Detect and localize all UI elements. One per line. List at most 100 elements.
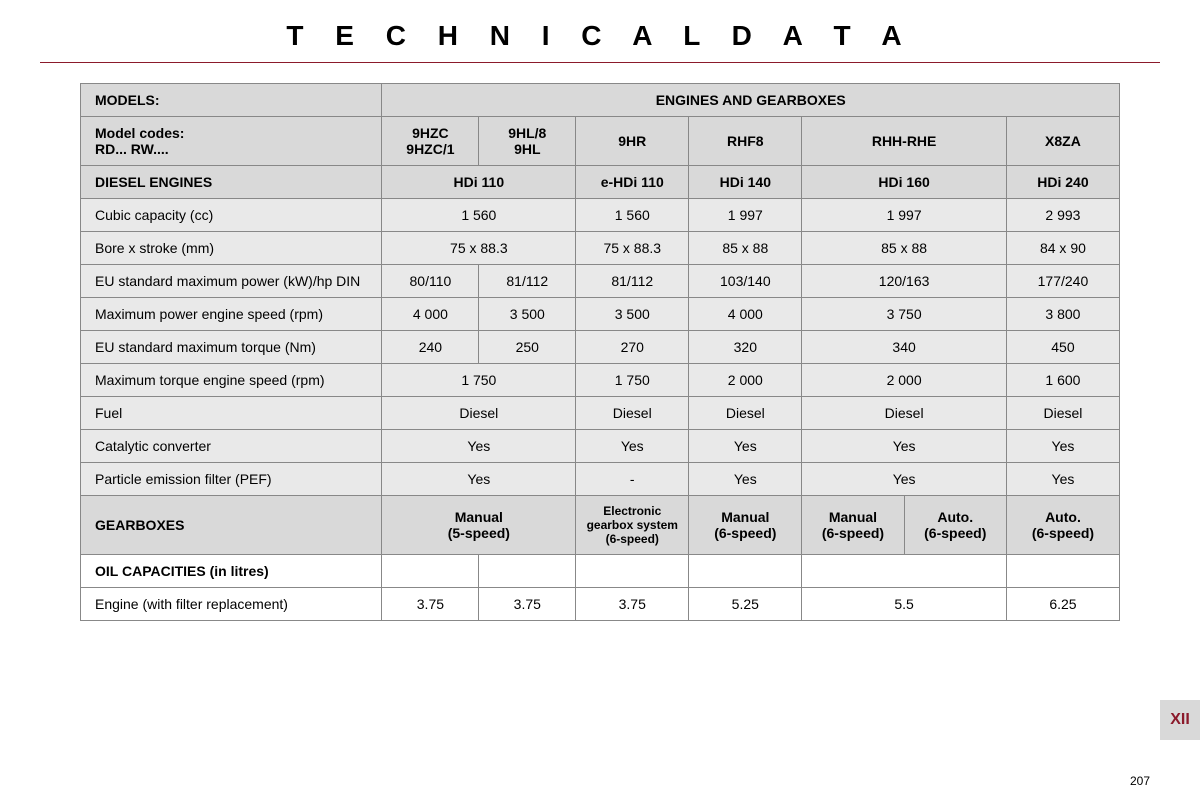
spec-label: Cubic capacity (cc) xyxy=(81,199,382,232)
spec-value: Yes xyxy=(802,463,1007,496)
models-label: MODELS: xyxy=(81,84,382,117)
table-row: GEARBOXES Manual (5-speed) Electronic ge… xyxy=(81,496,1120,555)
spec-value: 1 600 xyxy=(1006,364,1119,397)
spec-value: 1 750 xyxy=(576,364,689,397)
oil-value: 5.25 xyxy=(689,588,802,621)
spec-value: 84 x 90 xyxy=(1006,232,1119,265)
oil-row-label: Engine (with filter replacement) xyxy=(81,588,382,621)
spec-value: Yes xyxy=(576,430,689,463)
oil-value: 6.25 xyxy=(1006,588,1119,621)
oil-capacities-label: OIL CAPACITIES (in litres) xyxy=(81,555,382,588)
spec-value: 4 000 xyxy=(689,298,802,331)
engine-name: HDi 240 xyxy=(1006,166,1119,199)
spec-label: EU standard maximum torque (Nm) xyxy=(81,331,382,364)
table-row: Model codes: RD... RW.... 9HZC 9HZC/1 9H… xyxy=(81,117,1120,166)
spec-value: 3 500 xyxy=(576,298,689,331)
technical-data-table: MODELS: ENGINES AND GEARBOXES Model code… xyxy=(80,83,1120,621)
code-cell: RHH-RHE xyxy=(802,117,1007,166)
empty-cell xyxy=(689,555,802,588)
table-row: Particle emission filter (PEF) Yes - Yes… xyxy=(81,463,1120,496)
title-rule xyxy=(40,62,1160,63)
gearboxes-label: GEARBOXES xyxy=(81,496,382,555)
gearbox-value: Manual (5-speed) xyxy=(382,496,576,555)
engine-name: HDi 160 xyxy=(802,166,1007,199)
oil-value: 5.5 xyxy=(802,588,1007,621)
spec-value: 85 x 88 xyxy=(802,232,1007,265)
oil-value: 3.75 xyxy=(382,588,479,621)
spec-value: 1 560 xyxy=(382,199,576,232)
spec-value: 85 x 88 xyxy=(689,232,802,265)
table-row: Fuel Diesel Diesel Diesel Diesel Diesel xyxy=(81,397,1120,430)
table-row: Maximum torque engine speed (rpm) 1 750 … xyxy=(81,364,1120,397)
gearbox-value: Auto. (6-speed) xyxy=(1006,496,1119,555)
gearbox-value: Auto. (6-speed) xyxy=(904,496,1006,555)
empty-cell xyxy=(382,555,479,588)
spec-value: 270 xyxy=(576,331,689,364)
spec-label: EU standard maximum power (kW)/hp DIN xyxy=(81,265,382,298)
engine-name: HDi 140 xyxy=(689,166,802,199)
spec-value: 75 x 88.3 xyxy=(576,232,689,265)
table-row: Catalytic converter Yes Yes Yes Yes Yes xyxy=(81,430,1120,463)
spec-value: 1 997 xyxy=(689,199,802,232)
spec-value: Yes xyxy=(689,430,802,463)
spec-value: 240 xyxy=(382,331,479,364)
code-cell: 9HZC 9HZC/1 xyxy=(382,117,479,166)
spec-value: 340 xyxy=(802,331,1007,364)
spec-value: Yes xyxy=(382,463,576,496)
oil-value: 3.75 xyxy=(479,588,576,621)
spec-value: 120/163 xyxy=(802,265,1007,298)
engine-name: HDi 110 xyxy=(382,166,576,199)
spec-value: 250 xyxy=(479,331,576,364)
spec-value: 81/112 xyxy=(479,265,576,298)
table-row: OIL CAPACITIES (in litres) xyxy=(81,555,1120,588)
spec-value: Yes xyxy=(382,430,576,463)
spec-value: 450 xyxy=(1006,331,1119,364)
spec-value: Diesel xyxy=(689,397,802,430)
spec-label: Fuel xyxy=(81,397,382,430)
table-container: MODELS: ENGINES AND GEARBOXES Model code… xyxy=(80,83,1120,621)
table-row: Bore x stroke (mm) 75 x 88.3 75 x 88.3 8… xyxy=(81,232,1120,265)
gearbox-value: Electronic gearbox system (6-speed) xyxy=(576,496,689,555)
spec-label: Catalytic converter xyxy=(81,430,382,463)
spec-value: 1 560 xyxy=(576,199,689,232)
spec-value: Yes xyxy=(802,430,1007,463)
spec-value: 75 x 88.3 xyxy=(382,232,576,265)
spec-value: 81/112 xyxy=(576,265,689,298)
table-row: MODELS: ENGINES AND GEARBOXES xyxy=(81,84,1120,117)
table-row: Engine (with filter replacement) 3.75 3.… xyxy=(81,588,1120,621)
page-title: T E C H N I C A L D A T A xyxy=(0,0,1200,62)
spec-value: 2 993 xyxy=(1006,199,1119,232)
code-cell: RHF8 xyxy=(689,117,802,166)
table-row: Cubic capacity (cc) 1 560 1 560 1 997 1 … xyxy=(81,199,1120,232)
code-cell: 9HL/8 9HL xyxy=(479,117,576,166)
empty-cell xyxy=(479,555,576,588)
spec-label: Particle emission filter (PEF) xyxy=(81,463,382,496)
engine-name: e-HDi 110 xyxy=(576,166,689,199)
spec-value: 1 750 xyxy=(382,364,576,397)
spec-value: 80/110 xyxy=(382,265,479,298)
code-cell: X8ZA xyxy=(1006,117,1119,166)
spec-value: 177/240 xyxy=(1006,265,1119,298)
gearbox-value: Manual (6-speed) xyxy=(802,496,904,555)
table-row: EU standard maximum torque (Nm) 240 250 … xyxy=(81,331,1120,364)
spec-value: 2 000 xyxy=(802,364,1007,397)
diesel-engines-label: DIESEL ENGINES xyxy=(81,166,382,199)
section-tab: XII xyxy=(1160,700,1200,740)
spec-value: 4 000 xyxy=(382,298,479,331)
spec-value: 3 500 xyxy=(479,298,576,331)
model-codes-label: Model codes: RD... RW.... xyxy=(81,117,382,166)
spec-value: 103/140 xyxy=(689,265,802,298)
empty-cell xyxy=(802,555,1007,588)
spec-value: 1 997 xyxy=(802,199,1007,232)
spec-label: Maximum power engine speed (rpm) xyxy=(81,298,382,331)
page-number: 207 xyxy=(1130,774,1150,788)
table-row: Maximum power engine speed (rpm) 4 000 3… xyxy=(81,298,1120,331)
code-cell: 9HR xyxy=(576,117,689,166)
spec-value: Yes xyxy=(1006,430,1119,463)
spec-value: Yes xyxy=(1006,463,1119,496)
spec-value: 3 800 xyxy=(1006,298,1119,331)
spec-value: 320 xyxy=(689,331,802,364)
table-row: DIESEL ENGINES HDi 110 e-HDi 110 HDi 140… xyxy=(81,166,1120,199)
spec-value: - xyxy=(576,463,689,496)
empty-cell xyxy=(1006,555,1119,588)
